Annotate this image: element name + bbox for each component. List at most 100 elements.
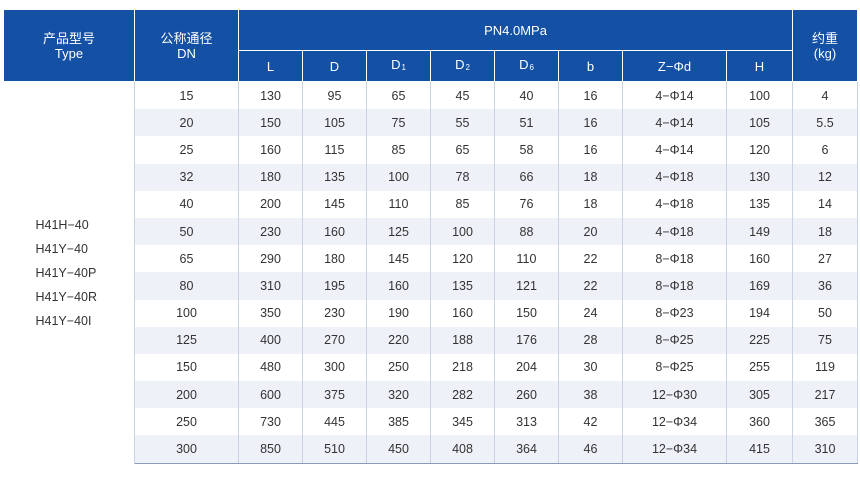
value-cell: 130 — [726, 163, 793, 191]
value-cell: 8−Φ25 — [622, 326, 727, 354]
table-row: 100 350 230 190 160 150 24 8−Φ23 194 50 — [4, 299, 858, 327]
value-cell: 66 — [494, 163, 559, 191]
dn-cell: 150 — [134, 353, 239, 382]
table-row: 32 180 135 100 78 66 18 4−Φ18 130 12 — [4, 163, 858, 191]
value-cell: 160 — [238, 136, 303, 164]
value-cell: 365 — [792, 408, 858, 436]
model-name: H41H−40 — [35, 217, 89, 232]
value-cell: 160 — [430, 299, 495, 327]
value-cell: 310 — [792, 435, 858, 464]
header-col-0: L — [238, 50, 303, 82]
value-cell: 5.5 — [792, 109, 858, 137]
value-cell: 169 — [726, 272, 793, 300]
value-cell: 282 — [430, 381, 495, 409]
dn-cell: 40 — [134, 190, 239, 218]
value-cell: 78 — [430, 163, 495, 191]
value-cell: 255 — [726, 353, 793, 382]
header-col-main: D — [329, 58, 340, 74]
table-body: H41H−40 H41Y−40 H41Y−40P H41Y−40R H41Y−40I 15… — [3, 81, 858, 464]
value-cell: 18 — [558, 163, 623, 191]
header-dn: 公称通径 DN — [134, 9, 239, 82]
header-col-3: D2 — [430, 50, 495, 82]
header-col-subscript: 2 — [465, 63, 470, 72]
header-col-main: b — [586, 58, 595, 74]
value-cell: 375 — [302, 381, 367, 409]
table-row: 250 730 445 385 345 313 42 12−Φ34 360 365 — [4, 408, 858, 436]
header-weight-cn: 约重 — [811, 30, 838, 46]
value-cell: 22 — [558, 245, 623, 273]
dn-cell: 15 — [134, 81, 239, 110]
value-cell: 121 — [494, 272, 559, 300]
value-cell: 194 — [726, 299, 793, 327]
value-cell: 230 — [238, 217, 303, 246]
value-cell: 180 — [302, 245, 367, 273]
value-cell: 42 — [558, 408, 623, 436]
value-cell: 313 — [494, 408, 559, 436]
value-cell: 55 — [430, 109, 495, 137]
value-cell: 850 — [238, 435, 303, 464]
value-cell: 135 — [726, 190, 793, 218]
value-cell: 218 — [430, 353, 495, 382]
header-col-main: L — [266, 58, 275, 74]
value-cell: 4 — [792, 81, 858, 110]
value-cell: 310 — [238, 272, 303, 300]
value-cell: 75 — [792, 326, 858, 354]
value-cell: 600 — [238, 381, 303, 409]
value-cell: 150 — [494, 299, 559, 327]
value-cell: 95 — [302, 81, 367, 110]
dn-cell: 200 — [134, 381, 239, 409]
dn-cell: 25 — [134, 136, 239, 164]
value-cell: 16 — [558, 81, 623, 110]
header-pressure: PN4.0MPa — [238, 9, 793, 51]
table-row: 20 150 105 75 55 51 16 4−Φ14 105 5.5 — [4, 109, 858, 137]
value-cell: 260 — [494, 381, 559, 409]
header-col-main: Z−Φd — [657, 58, 692, 74]
value-cell: 22 — [558, 272, 623, 300]
value-cell: 204 — [494, 353, 559, 382]
value-cell: 415 — [726, 435, 793, 464]
dn-cell: 80 — [134, 272, 239, 300]
header-weight-en: (kg) — [813, 45, 837, 61]
header-col-main: D — [519, 57, 529, 72]
header-dimension-row: L D D1 D2 D6 b Z−Φd H — [4, 50, 858, 82]
header-col-subscript: 1 — [401, 63, 406, 72]
value-cell: 40 — [494, 81, 559, 110]
value-cell: 85 — [366, 136, 431, 164]
valve-spec-table: 产品型号 Type 公称通径 DN PN4.0MPa 约重 (kg) L D D1 D… — [3, 9, 858, 464]
value-cell: 160 — [726, 245, 793, 273]
value-cell: 119 — [792, 353, 858, 382]
value-cell: 100 — [726, 81, 793, 110]
header-model-en: Type — [54, 45, 84, 61]
table-row: 125 400 270 220 188 176 28 8−Φ25 225 75 — [4, 326, 858, 354]
table-header: 产品型号 Type 公称通径 DN PN4.0MPa 约重 (kg) L D D1 D… — [3, 9, 858, 82]
value-cell: 190 — [366, 299, 431, 327]
value-cell: 160 — [366, 272, 431, 300]
header-col-subscript: 6 — [529, 63, 534, 72]
value-cell: 12−Φ30 — [622, 381, 727, 409]
value-cell: 100 — [366, 163, 431, 191]
value-cell: 27 — [792, 245, 858, 273]
model-list-cell: H41H−40 H41Y−40 H41Y−40P H41Y−40R H41Y−40I — [3, 81, 135, 464]
value-cell: 270 — [302, 326, 367, 354]
dn-cell: 65 — [134, 245, 239, 273]
value-cell: 730 — [238, 408, 303, 436]
value-cell: 51 — [494, 109, 559, 137]
value-cell: 149 — [726, 217, 793, 246]
value-cell: 115 — [302, 136, 367, 164]
table-row: H41H−40 H41Y−40 H41Y−40P H41Y−40R H41Y−40I 15… — [3, 81, 858, 464]
header-col-4: D6 — [494, 50, 559, 82]
value-cell: 450 — [366, 435, 431, 464]
value-cell: 4−Φ18 — [622, 163, 727, 191]
value-cell: 364 — [494, 435, 559, 464]
value-cell: 200 — [238, 190, 303, 218]
value-cell: 150 — [238, 109, 303, 137]
table-row: 65 290 180 145 120 110 22 8−Φ18 160 27 — [4, 245, 858, 273]
dn-cell: 125 — [134, 326, 239, 354]
value-cell: 6 — [792, 136, 858, 164]
header-col-6: Z−Φd — [622, 50, 727, 82]
value-cell: 45 — [430, 81, 495, 110]
value-cell: 180 — [238, 163, 303, 191]
value-cell: 4−Φ18 — [622, 190, 727, 218]
value-cell: 65 — [430, 136, 495, 164]
